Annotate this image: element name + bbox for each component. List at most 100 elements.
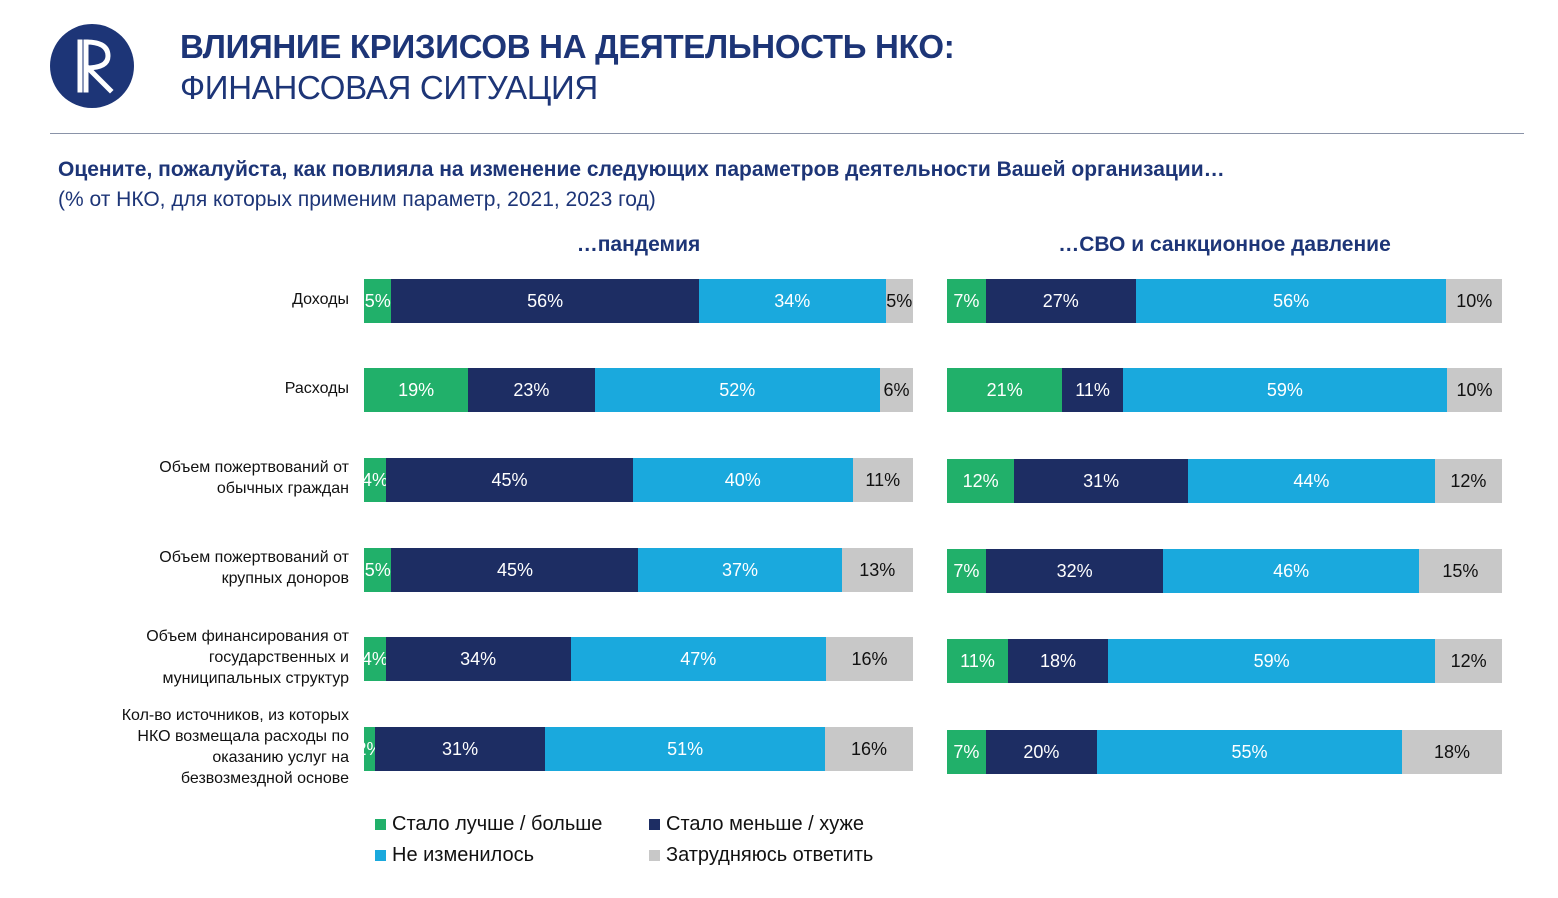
page-title: ВЛИЯНИЕ КРИЗИСОВ НА ДЕЯТЕЛЬНОСТЬ НКО:: [180, 28, 955, 65]
bar-segment-unchanged: 37%: [638, 548, 842, 592]
bar-segment-worse: 18%: [1008, 639, 1108, 683]
bar-segment-worse: 27%: [985, 279, 1136, 323]
row-label-line: безвозмездной основе: [180, 770, 349, 787]
data-label: 18%: [1039, 650, 1076, 671]
data-label: 31%: [1083, 470, 1120, 491]
pandemic-bar-row: 19% 23% 52% 6%: [364, 368, 913, 412]
data-label: 59%: [1266, 379, 1303, 400]
page-subtitle: ФИНАНСОВАЯ СИТУАЦИЯ: [180, 69, 598, 106]
data-label: 44%: [1293, 470, 1330, 491]
data-label: 4%: [361, 648, 388, 669]
pandemic-bar-row: 2% 31% 51% 16%: [356, 727, 913, 771]
bar-segment-unchanged: 51%: [545, 727, 826, 771]
bar-segment-unknown: 12%: [1434, 459, 1502, 503]
data-label: 56%: [1273, 290, 1310, 311]
bar-segment-better: 4%: [361, 637, 388, 681]
data-label: 5%: [364, 290, 391, 311]
bar-segment-better: 5%: [364, 279, 392, 323]
bar-segment-unknown: 13%: [841, 548, 913, 592]
bar-segment-worse: 23%: [468, 368, 595, 412]
bar-segment-worse: 20%: [985, 730, 1097, 774]
bar-segment-worse: 31%: [1014, 459, 1189, 503]
pandemic-bar-row: 5% 45% 37% 13%: [364, 548, 913, 592]
row-label-line: государственных и: [208, 648, 349, 666]
sanctions-bar-row: 12% 31% 44% 12%: [947, 459, 1502, 503]
data-label: 59%: [1253, 650, 1290, 671]
legend-swatch-worse: [649, 819, 660, 830]
data-label: 6%: [883, 379, 910, 400]
row-label: Расходы: [70, 378, 349, 399]
data-label: 11%: [865, 469, 901, 490]
bar-segment-unknown: 16%: [825, 727, 913, 771]
row-label: Объем пожертвований от обычных граждан: [70, 457, 349, 499]
bar-segment-unchanged: 46%: [1163, 549, 1419, 593]
data-label: 34%: [774, 290, 811, 311]
bar-segment-unknown: 12%: [1435, 639, 1502, 683]
legend-label-unchanged: Не изменилось: [392, 844, 534, 866]
row-label-line: обычных граждан: [216, 480, 349, 497]
data-label: 18%: [1434, 741, 1471, 762]
bar-segment-better: 7%: [947, 730, 986, 774]
bar-segment-unchanged: 52%: [594, 368, 881, 412]
legend-swatch-unknown: [649, 850, 660, 861]
panel-title-sanctions: …СВО и санкционное давление: [1058, 233, 1391, 256]
bar-segment-better: 11%: [947, 639, 1009, 683]
row-label: Кол-во источников, из которых НКО возмеща…: [70, 705, 349, 789]
bar-segment-unknown: 15%: [1418, 549, 1502, 593]
legend-swatch-unchanged: [375, 850, 386, 861]
row-label-line: крупных доноров: [221, 570, 349, 587]
legend-item-unknown: Затрудняюсь ответить: [649, 844, 873, 867]
bar-segment-unknown: 5%: [885, 279, 913, 323]
pandemic-bar-row: 4% 34% 47% 16%: [361, 637, 913, 681]
data-label: 32%: [1056, 560, 1093, 581]
bar-segment-unchanged: 56%: [1135, 279, 1447, 323]
data-label: 45%: [496, 559, 533, 580]
bar-segment-better: 4%: [362, 458, 388, 502]
legend-item-worse: Стало меньше / хуже: [649, 813, 864, 836]
pandemic-bar-row: 5% 56% 34% 5%: [364, 279, 913, 323]
bar-segment-worse: 45%: [391, 548, 639, 592]
legend-item-better: Стало лучше / больше: [375, 813, 602, 836]
row-label-line: НКО возмещала расходы по: [137, 728, 349, 745]
data-label: 40%: [724, 469, 761, 490]
data-label: 15%: [1442, 560, 1479, 581]
data-label: 45%: [491, 469, 528, 490]
bar-segment-worse: 32%: [985, 549, 1164, 593]
legend-label-unknown: Затрудняюсь ответить: [666, 844, 874, 866]
bar-segment-worse: 31%: [374, 727, 546, 771]
row-label: Объем финансирования от государственных и…: [70, 626, 349, 689]
data-label: 56%: [527, 290, 564, 311]
data-label: 16%: [851, 648, 888, 669]
data-label: 12%: [962, 470, 999, 491]
row-label: Доходы: [70, 289, 349, 310]
data-label: 55%: [1231, 741, 1268, 762]
data-label: 12%: [1450, 470, 1487, 491]
data-label: 12%: [1450, 650, 1487, 671]
data-label: 46%: [1273, 560, 1310, 581]
data-label: 7%: [953, 290, 980, 311]
bar-segment-better: 2%: [356, 727, 383, 771]
data-label: 27%: [1042, 290, 1079, 311]
row-label-line: оказанию услуг на: [212, 749, 349, 766]
bar-segment-worse: 45%: [385, 458, 633, 502]
data-label: 52%: [719, 379, 756, 400]
bar-segment-unknown: 18%: [1402, 730, 1502, 774]
sanctions-bar-row: 7% 20% 55% 18%: [947, 730, 1502, 774]
bar-segment-unchanged: 47%: [570, 637, 826, 681]
sanctions-bar-row: 7% 27% 56% 10%: [947, 279, 1502, 323]
data-label: 37%: [722, 559, 759, 580]
legend-label-better: Стало лучше / больше: [392, 813, 603, 835]
row-label-line: Расходы: [284, 379, 349, 397]
data-label: 5%: [364, 559, 391, 580]
survey-note: (% от НКО, для которых применим параметр…: [58, 188, 656, 211]
bar-segment-better: 7%: [947, 549, 986, 593]
bar-segment-unknown: 16%: [826, 637, 913, 681]
bar-segment-better: 21%: [947, 368, 1063, 412]
legend-label-worse: Стало меньше / хуже: [666, 813, 864, 835]
bar-segment-worse: 11%: [1062, 368, 1123, 412]
legend-swatch-better: [375, 819, 386, 830]
data-label: 16%: [851, 738, 888, 759]
bar-segment-worse: 34%: [385, 637, 571, 681]
data-label: 11%: [1075, 379, 1110, 400]
bar-segment-unknown: 6%: [880, 368, 913, 412]
